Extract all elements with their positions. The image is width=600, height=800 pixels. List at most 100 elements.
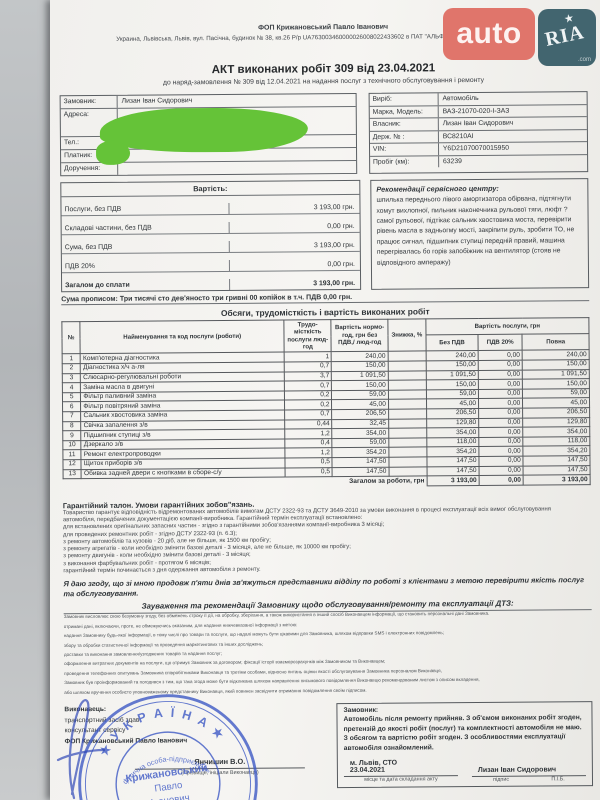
place-caption: місце та дата складання акту: [364, 776, 438, 783]
work-no-vat-cell: 1 091,50: [426, 370, 479, 381]
work-vat-cell: 0,00: [478, 456, 524, 466]
work-num-cell: 12: [62, 459, 82, 470]
work-discount-cell: [388, 399, 427, 410]
work-hours-cell: 3,7: [284, 371, 332, 382]
work-rate-cell: 354,00: [332, 428, 389, 439]
cost-row: Послуги, без ПДВ 3 193,00 грн.: [61, 194, 360, 217]
consent-note: Я даю згоду, що зі мною продовж п'яти дн…: [63, 575, 585, 599]
work-num-cell: 5: [62, 392, 81, 403]
work-vat-cell: 0,00: [478, 417, 524, 428]
work-rate-cell: 150,00: [331, 380, 389, 391]
stamp-name-line3: Іванович: [150, 792, 190, 800]
work-no-vat-cell: 206,50: [426, 408, 479, 419]
cost-value: 3 193,00 грн.: [313, 241, 355, 250]
customer-block: Замовник: Автомобіль після ремонту прийн…: [336, 701, 594, 788]
act-document: ФОП Крижановський Павло Іванович Украина…: [47, 0, 600, 800]
work-rate-cell: 45,00: [331, 399, 389, 410]
place-date-column: м. Львів, СТО 23.04.2021 місце та дата с…: [343, 759, 459, 784]
customer-name: Лизан Іван Сидорович: [477, 766, 557, 774]
header-vat: ПДВ 20%: [478, 334, 523, 351]
work-no-vat-cell: 354,00: [426, 427, 479, 438]
work-num-cell: 7: [62, 411, 82, 422]
warranty-lines: Товариство гарантує відповідність відрем…: [63, 506, 591, 576]
work-rate-cell: 147,50: [332, 457, 389, 468]
cost-label: Складові частини, без ПДВ: [61, 221, 230, 235]
acceptance-text: Автомобіль після ремонту прийняв. З об'є…: [343, 714, 582, 753]
green-redaction-scribble: [99, 107, 309, 153]
info-value: Лизан Іван Сидорович: [121, 97, 193, 105]
work-hours-cell: 0,5: [285, 457, 333, 468]
work-hours-cell: 0,7: [284, 380, 332, 391]
autoria-watermark: auto ★ RIA .com: [443, 8, 596, 66]
work-hours-cell: 0,2: [284, 399, 333, 410]
work-full-cell: 354,20: [523, 445, 590, 457]
vehicle-info-table: Виріб: Автомобіль Марка, Модель: ВАЗ-210…: [368, 91, 589, 174]
work-vat-cell: 0,00: [478, 427, 524, 438]
cost-label: Загалом до сплати: [62, 278, 231, 292]
works-total-no-vat: 3 193,00: [426, 475, 480, 486]
work-rate-cell: 206,50: [332, 409, 389, 420]
work-full-cell: 206,50: [522, 407, 590, 418]
works-table-header: № Найменування та код послуги (роботи) Т…: [61, 317, 590, 355]
work-rate-cell: 59,00: [331, 389, 389, 400]
cost-section: Вартість: Послуги, без ПДВ 3 193,00 грн.…: [60, 178, 590, 293]
fine-print: Замовник висловлює свою безумовну згоду,…: [64, 610, 593, 699]
work-full-cell: 240,00: [522, 349, 590, 361]
works-total-label: Загалом за роботи, грн: [63, 475, 428, 489]
work-num-cell: 13: [63, 469, 82, 479]
work-num-cell: 10: [62, 440, 82, 451]
work-num-cell: 11: [62, 449, 82, 460]
cost-row: ПДВ 20% 0,00 грн.: [61, 251, 360, 274]
header-name: Найменування та код послуги (роботи): [80, 320, 285, 354]
info-value: ВАЗ-21070-020-І-ЗАЗ: [442, 107, 510, 115]
work-discount-cell: [388, 389, 427, 400]
parties-section: Замовник: Лизан Іван Сидорович Адреса: Т…: [59, 91, 589, 177]
cost-value: 0,00 грн.: [327, 260, 355, 269]
work-no-vat-cell: 150,00: [426, 379, 479, 390]
cost-row: Сума, без ПДВ 3 193,00 грн.: [61, 232, 360, 255]
date-value: 23.04.2021: [349, 766, 385, 774]
stamp-name-line2: Павло: [154, 780, 183, 795]
work-rate-cell: 240,00: [331, 351, 389, 362]
work-discount-cell: [388, 360, 427, 371]
works-table: № Найменування та код послуги (роботи) Т…: [61, 317, 591, 489]
work-rate-cell: 32,45: [332, 418, 389, 429]
work-vat-cell: 0,00: [478, 446, 524, 457]
info-label: Марка, Модель:: [369, 105, 439, 118]
work-vat-cell: 0,00: [478, 398, 523, 409]
work-full-cell: 147,50: [523, 455, 591, 466]
header-num: №: [61, 321, 81, 355]
recommendations-title: Рекомендації сервісного центру:: [376, 183, 499, 194]
work-hours-cell: 0,7: [284, 409, 333, 420]
work-full-cell: 150,00: [522, 378, 590, 389]
header-no-vat: Без ПДВ: [425, 334, 479, 352]
work-num-cell: 8: [62, 421, 82, 431]
work-num-cell: 3: [62, 373, 81, 383]
paper-sheet: ФОП Крижановський Павло Іванович Украина…: [50, 0, 600, 800]
info-label: Власник:: [369, 118, 439, 131]
work-discount-cell: [388, 447, 427, 458]
info-value: ВС8210АІ: [442, 132, 474, 140]
work-vat-cell: 0,00: [478, 360, 523, 371]
work-no-vat-cell: 150,00: [426, 360, 479, 371]
auto-logo-label: auto: [456, 17, 522, 50]
cost-row: Загалом до сплати 3 193,00 грн.: [62, 271, 360, 292]
work-no-vat-cell: 147,50: [426, 465, 480, 476]
info-value: 63239: [442, 157, 462, 165]
auto-logo-badge: auto: [443, 8, 535, 60]
info-label: Держ. № :: [369, 130, 439, 143]
work-full-cell: 150,00: [522, 359, 590, 370]
work-discount-cell: [388, 408, 427, 419]
work-num-cell: 9: [62, 430, 82, 441]
document-subtitle: до наряд-замовлення № 309 від 12.04.2021…: [162, 76, 484, 87]
ria-logo-badge: ★ RIA .com: [538, 9, 596, 66]
customer-label: Замовник:: [343, 706, 379, 715]
work-num-cell: 4: [62, 382, 81, 393]
works-total-full: 3 193,00: [523, 474, 591, 485]
work-no-vat-cell: 147,50: [426, 456, 480, 467]
work-vat-cell: 0,00: [478, 436, 524, 447]
cost-value: 3 193,00 грн.: [313, 203, 355, 212]
cost-table: Вартість: Послуги, без ПДВ 3 193,00 грн.…: [60, 179, 362, 293]
work-num-cell: 1: [62, 353, 81, 364]
